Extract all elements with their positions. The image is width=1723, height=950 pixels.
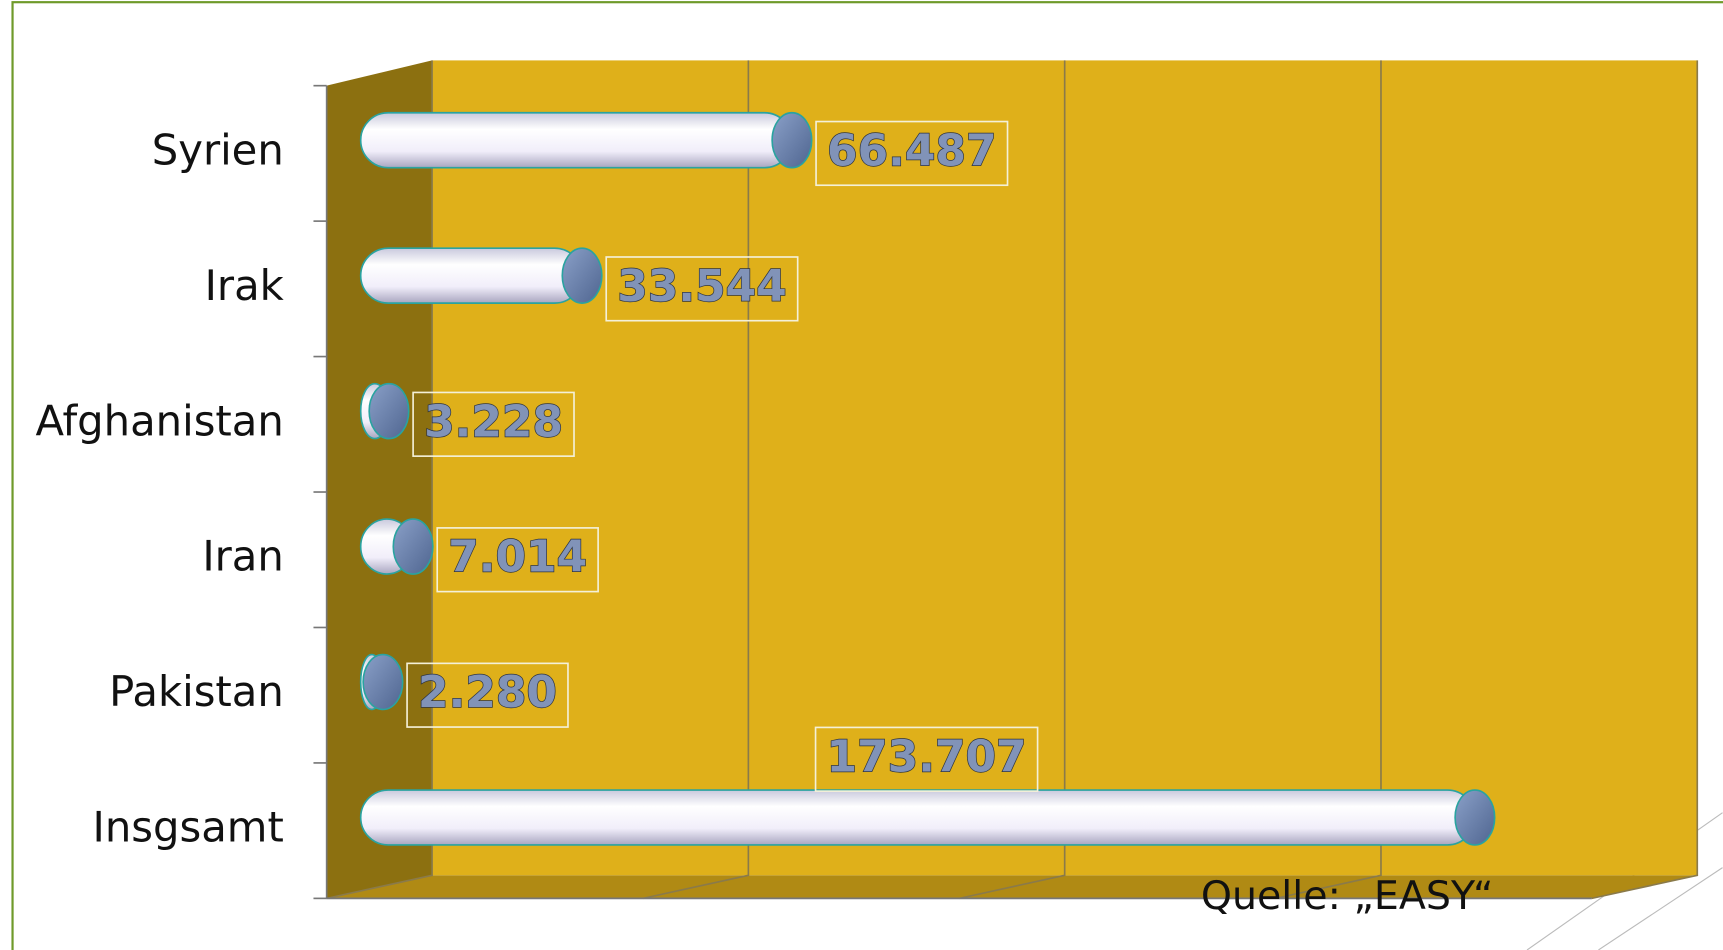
- value-label-box: [814, 726, 1039, 792]
- value-label: 173.707: [827, 731, 1027, 782]
- category-label: Iran: [202, 532, 283, 581]
- bar: [359, 111, 813, 169]
- bar-cap: [1454, 789, 1496, 846]
- bar: [359, 382, 410, 440]
- bar: [359, 789, 1496, 846]
- bar-body: [359, 789, 1476, 846]
- decoration: [1598, 867, 1723, 950]
- bar-cap: [368, 382, 410, 440]
- grid-line: [326, 60, 433, 900]
- grid-line: [959, 60, 1066, 900]
- grid-line: [1275, 60, 1382, 900]
- value-label: 2.280: [418, 667, 557, 718]
- category-label: Syrien: [152, 125, 284, 174]
- bar-cap: [771, 111, 813, 169]
- category-label: Afghanistan: [35, 396, 283, 445]
- bar-body: [359, 247, 583, 304]
- bar-cap: [561, 247, 603, 304]
- value-label-box: [815, 120, 1009, 187]
- category-label: Irak: [205, 261, 285, 310]
- grid-line: [642, 60, 750, 900]
- bar: [359, 653, 404, 711]
- grid-line: [1591, 60, 1699, 900]
- value-label-box: [436, 527, 599, 593]
- value-label-box: [605, 256, 799, 322]
- category-label: Pakistan: [109, 667, 284, 716]
- frame: [11, 1, 1723, 950]
- plot-area: Syrien 66.487 Irak 33.544 Afghanistan 3.228 Ir…: [35, 60, 1699, 900]
- bar-cap: [362, 653, 404, 711]
- bar: [359, 518, 434, 575]
- bar-cap: [392, 518, 434, 575]
- category-label: Insgsamt: [93, 803, 284, 852]
- value-label: 7.014: [448, 532, 587, 583]
- side-wall: [326, 60, 433, 899]
- value-label-box: [412, 391, 575, 457]
- value-label: 33.544: [617, 261, 787, 312]
- source-note: Quelle: „EASY“: [1201, 873, 1494, 919]
- bar-body: [359, 111, 793, 169]
- value-label: 66.487: [827, 125, 997, 176]
- bar: [359, 247, 603, 304]
- value-label-box: [406, 662, 569, 728]
- value-label: 3.228: [424, 396, 563, 447]
